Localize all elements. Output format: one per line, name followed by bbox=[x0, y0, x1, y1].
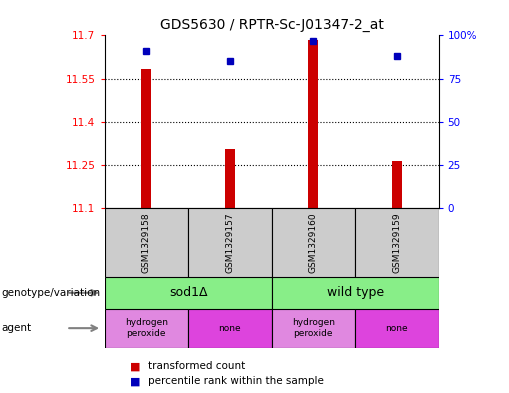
Title: GDS5630 / RPTR-Sc-J01347-2_at: GDS5630 / RPTR-Sc-J01347-2_at bbox=[159, 18, 383, 31]
Bar bbox=[104, 277, 271, 309]
Bar bbox=[391, 161, 401, 208]
Text: none: none bbox=[218, 324, 241, 332]
Bar bbox=[224, 149, 234, 208]
Text: none: none bbox=[385, 324, 407, 332]
Bar bbox=[104, 208, 188, 277]
Bar bbox=[104, 309, 188, 348]
Text: GSM1329160: GSM1329160 bbox=[308, 212, 317, 273]
Bar bbox=[354, 208, 438, 277]
Text: hydrogen
peroxide: hydrogen peroxide bbox=[125, 318, 167, 338]
Text: genotype/variation: genotype/variation bbox=[1, 288, 100, 298]
Bar bbox=[271, 277, 438, 309]
Bar bbox=[308, 40, 318, 208]
Bar bbox=[188, 309, 271, 348]
Text: GSM1329158: GSM1329158 bbox=[142, 212, 151, 273]
Text: GSM1329159: GSM1329159 bbox=[391, 212, 401, 273]
Text: hydrogen
peroxide: hydrogen peroxide bbox=[291, 318, 334, 338]
Bar bbox=[271, 309, 354, 348]
Bar bbox=[188, 208, 271, 277]
Bar bbox=[271, 208, 354, 277]
Text: agent: agent bbox=[1, 323, 31, 333]
Text: transformed count: transformed count bbox=[148, 361, 245, 371]
Bar bbox=[141, 68, 151, 208]
Text: percentile rank within the sample: percentile rank within the sample bbox=[148, 376, 323, 386]
Text: ■: ■ bbox=[130, 376, 140, 386]
Text: ■: ■ bbox=[130, 361, 140, 371]
Text: GSM1329157: GSM1329157 bbox=[225, 212, 234, 273]
Bar bbox=[354, 309, 438, 348]
Text: wild type: wild type bbox=[326, 286, 383, 299]
Text: sod1Δ: sod1Δ bbox=[168, 286, 207, 299]
